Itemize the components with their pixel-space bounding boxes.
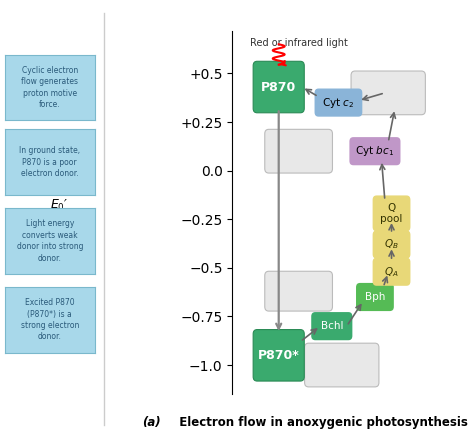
Text: Bph: Bph (365, 292, 385, 302)
Text: (a): (a) (142, 416, 161, 429)
FancyArrowPatch shape (276, 111, 281, 328)
FancyArrowPatch shape (363, 94, 382, 100)
Text: $Q_A$: $Q_A$ (384, 265, 399, 279)
FancyArrowPatch shape (389, 225, 394, 231)
FancyArrowPatch shape (302, 329, 317, 340)
FancyArrowPatch shape (348, 305, 361, 324)
FancyArrowPatch shape (389, 251, 394, 258)
Text: Q
pool: Q pool (380, 203, 403, 224)
Text: Cyt $c_2$: Cyt $c_2$ (322, 95, 355, 110)
FancyBboxPatch shape (351, 71, 425, 115)
Text: $Q_B$: $Q_B$ (384, 237, 399, 251)
FancyArrowPatch shape (383, 277, 387, 285)
FancyArrowPatch shape (389, 113, 395, 140)
FancyArrowPatch shape (306, 89, 316, 95)
Text: Cyclic electron
flow generates
proton motive
force.: Cyclic electron flow generates proton mo… (21, 66, 78, 109)
Text: In ground state,
P870 is a poor
electron donor.: In ground state, P870 is a poor electron… (19, 146, 80, 178)
FancyArrowPatch shape (279, 61, 286, 65)
Text: Excited P870
(P870*) is a
strong electron
donor.: Excited P870 (P870*) is a strong electro… (20, 298, 79, 341)
Text: Red or infrared light: Red or infrared light (250, 39, 347, 49)
FancyBboxPatch shape (265, 271, 332, 311)
FancyBboxPatch shape (311, 312, 352, 340)
Text: Bchl: Bchl (320, 321, 343, 331)
Text: P870: P870 (261, 81, 296, 94)
FancyBboxPatch shape (356, 283, 394, 311)
Text: Electron flow in anoxygenic photosynthesis: Electron flow in anoxygenic photosynthes… (171, 416, 467, 429)
Text: $E_0$′: $E_0$′ (50, 198, 69, 213)
Text: Light energy
converts weak
donor into strong
donor.: Light energy converts weak donor into st… (17, 219, 83, 262)
FancyBboxPatch shape (305, 343, 379, 387)
FancyBboxPatch shape (265, 129, 332, 173)
FancyBboxPatch shape (253, 329, 304, 381)
FancyBboxPatch shape (373, 258, 410, 286)
FancyBboxPatch shape (253, 61, 304, 113)
FancyArrowPatch shape (380, 165, 385, 198)
Text: (V): (V) (49, 228, 71, 241)
FancyBboxPatch shape (349, 137, 401, 165)
FancyBboxPatch shape (315, 88, 362, 117)
FancyBboxPatch shape (373, 230, 410, 258)
FancyBboxPatch shape (373, 195, 410, 231)
Text: P870*: P870* (258, 349, 300, 362)
Text: Cyt $bc_1$: Cyt $bc_1$ (356, 144, 394, 158)
